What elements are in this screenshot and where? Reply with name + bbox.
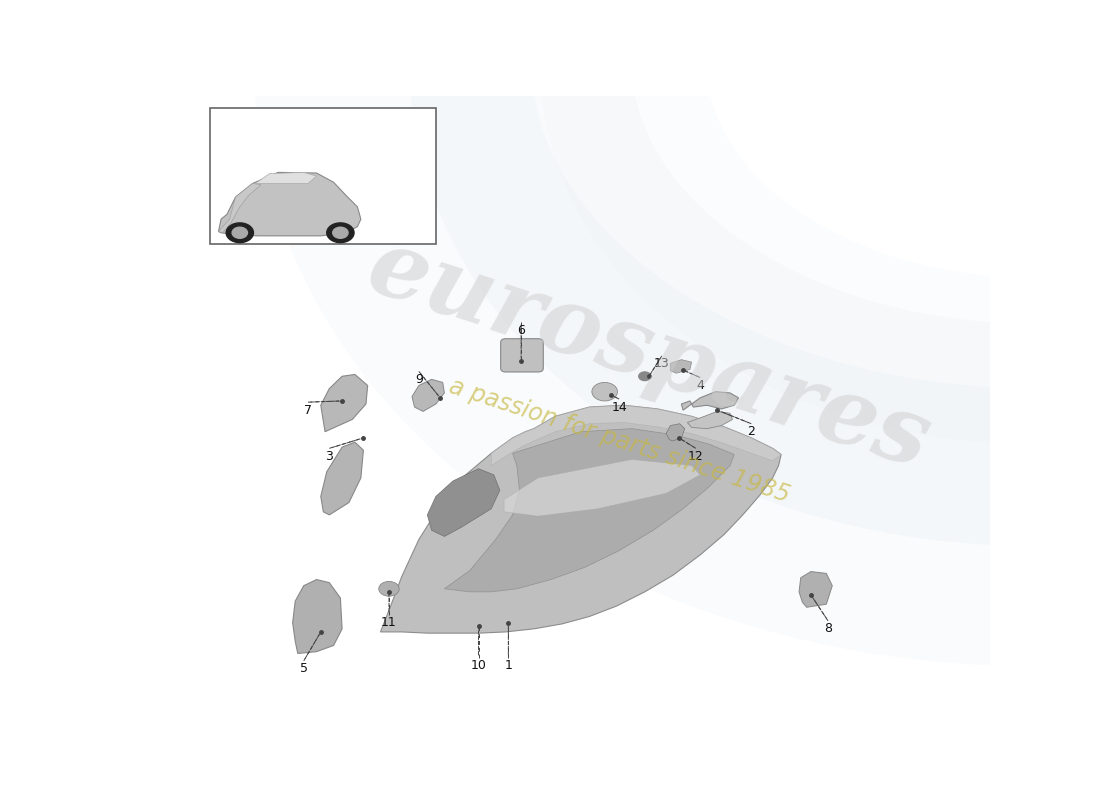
Text: 3: 3 — [326, 450, 333, 463]
Polygon shape — [381, 406, 781, 633]
Text: 9: 9 — [415, 373, 422, 386]
Polygon shape — [321, 374, 367, 432]
Circle shape — [639, 372, 651, 381]
Polygon shape — [412, 379, 444, 411]
Circle shape — [378, 582, 399, 596]
Text: 1: 1 — [505, 659, 513, 672]
Circle shape — [332, 227, 348, 238]
Polygon shape — [799, 571, 833, 607]
Text: a passion for parts since 1985: a passion for parts since 1985 — [446, 374, 793, 507]
Polygon shape — [219, 183, 261, 233]
Text: 12: 12 — [688, 450, 704, 463]
Polygon shape — [681, 392, 738, 410]
Circle shape — [592, 382, 617, 401]
Text: 10: 10 — [471, 659, 486, 672]
Text: 4: 4 — [696, 379, 704, 392]
Polygon shape — [492, 406, 781, 466]
Text: 6: 6 — [517, 323, 525, 337]
Polygon shape — [427, 469, 499, 537]
Polygon shape — [444, 429, 735, 592]
Text: 8: 8 — [824, 622, 832, 635]
Polygon shape — [293, 579, 342, 654]
Polygon shape — [321, 442, 363, 515]
Text: 14: 14 — [612, 401, 627, 414]
Polygon shape — [666, 424, 685, 441]
Text: 11: 11 — [381, 616, 397, 629]
Circle shape — [232, 227, 248, 238]
Polygon shape — [688, 411, 733, 429]
Text: 5: 5 — [299, 662, 308, 675]
Text: eurospares: eurospares — [356, 222, 942, 488]
Circle shape — [327, 223, 354, 242]
Polygon shape — [255, 172, 317, 183]
Polygon shape — [670, 360, 692, 373]
Polygon shape — [504, 459, 700, 516]
Text: 13: 13 — [653, 358, 670, 370]
Polygon shape — [219, 172, 361, 236]
Circle shape — [227, 223, 253, 242]
Text: 7: 7 — [304, 404, 312, 417]
FancyBboxPatch shape — [500, 338, 543, 372]
Bar — [210, 108, 436, 244]
Text: 2: 2 — [747, 426, 756, 438]
